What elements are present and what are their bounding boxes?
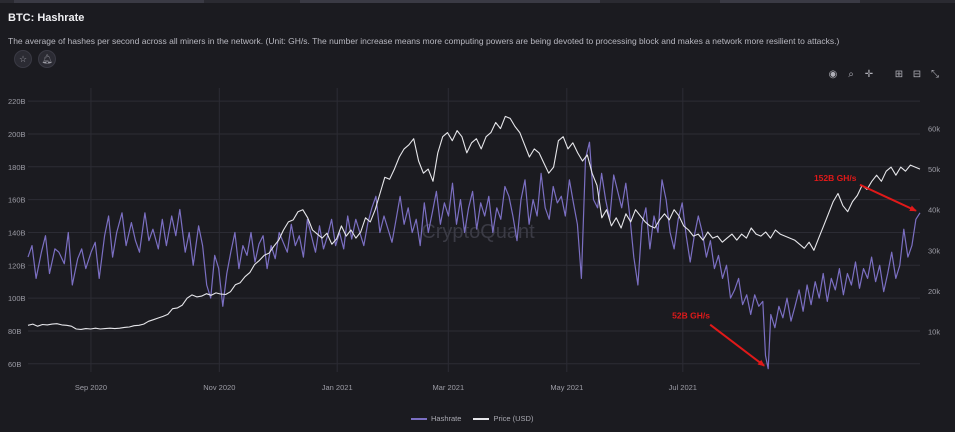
chart-toolbar: ◉ ⌕ ✛ ⊞ ⊟ ⤡	[827, 68, 941, 80]
annotation-arrow-low	[709, 323, 765, 367]
bell-icon[interactable]: 🔔︎	[38, 50, 56, 68]
legend-item-price[interactable]: Price (USD)	[473, 414, 533, 423]
pan-icon[interactable]: ✛	[864, 68, 874, 80]
price-line	[27, 115, 921, 330]
hashrate-line	[27, 141, 921, 370]
annotations: 152B GH/s 52B GH/s	[672, 173, 917, 367]
legend: Hashrate Price (USD)	[411, 414, 533, 423]
x-tick-label: Jul 2021	[669, 383, 697, 392]
zoom-out-icon[interactable]: ⊟	[912, 68, 922, 80]
y-right-tick-label: 60k	[928, 125, 940, 134]
camera-icon[interactable]: ◉	[828, 68, 838, 80]
reset-axes-icon[interactable]: ⤡	[931, 68, 939, 80]
y-left-tick-label: 160B	[8, 196, 26, 205]
top-strip-segment	[14, 0, 204, 3]
y-left-tick-label: 120B	[8, 261, 26, 270]
legend-label-hashrate: Hashrate	[431, 414, 462, 423]
y-left-tick-label: 180B	[8, 163, 26, 172]
chart-title: BTC: Hashrate	[8, 12, 85, 24]
zoom-in-icon[interactable]: ⊞	[894, 68, 904, 80]
star-icon[interactable]: ☆	[14, 50, 32, 68]
x-tick-label: Sep 2020	[75, 383, 107, 392]
legend-item-hashrate[interactable]: Hashrate	[411, 414, 461, 423]
legend-label-price: Price (USD)	[493, 414, 534, 423]
y-right-tick-label: 20k	[928, 287, 940, 296]
y-right-tick-label: 30k	[928, 246, 940, 255]
y-right-axis: 10k 20k 30k 40k 50k 60k	[928, 125, 940, 337]
y-right-tick-label: 50k	[928, 165, 940, 174]
legend-swatch-price	[473, 417, 490, 420]
x-tick-label: Mar 2021	[432, 383, 464, 392]
zoom-icon[interactable]: ⌕	[848, 68, 854, 80]
y-left-axis: 60B 80B 100B 120B 140B 160B 180B 200B 220B	[8, 97, 26, 369]
y-left-tick-label: 220B	[8, 97, 26, 106]
top-strip-segment	[300, 0, 600, 3]
legend-swatch-hashrate	[411, 417, 427, 420]
y-right-tick-label: 40k	[928, 206, 940, 215]
x-tick-label: May 2021	[550, 383, 583, 392]
watermark: CryptoQuant	[421, 221, 535, 243]
top-strip-segment	[720, 0, 860, 3]
y-left-tick-label: 140B	[8, 228, 26, 237]
annotation-label-high: 152B GH/s	[814, 173, 857, 183]
y-left-tick-label: 80B	[8, 327, 21, 336]
chart-subtitle: The average of hashes per second across …	[8, 36, 840, 46]
x-tick-label: Nov 2020	[203, 383, 235, 392]
series-group	[27, 115, 921, 370]
y-left-tick-label: 200B	[8, 130, 26, 139]
y-left-tick-label: 60B	[8, 360, 21, 369]
x-axis: Sep 2020 Nov 2020 Jan 2021 Mar 2021 May 2021…	[75, 383, 697, 392]
top-strip	[0, 0, 955, 3]
annotation-label-low: 52B GH/s	[672, 311, 710, 321]
annotation-arrow-high	[859, 183, 917, 212]
x-tick-label: Jan 2021	[322, 383, 353, 392]
y-left-tick-label: 100B	[8, 294, 26, 303]
y-right-tick-label: 10k	[928, 327, 940, 336]
